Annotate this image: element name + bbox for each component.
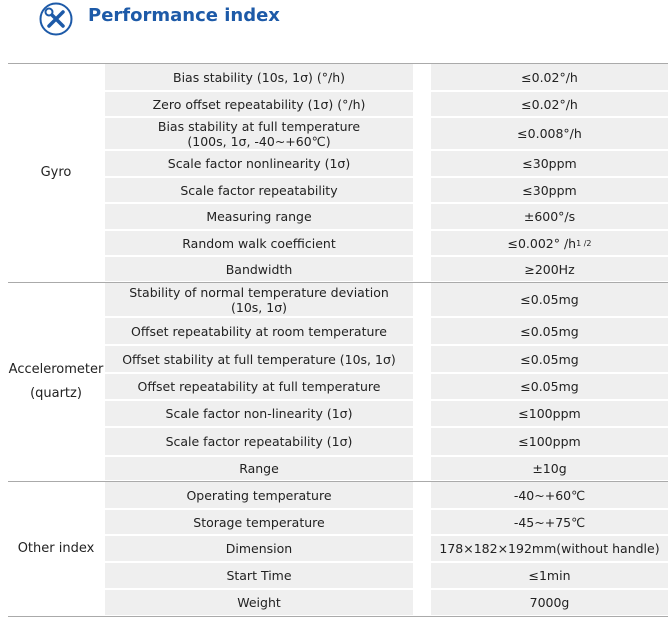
group-rule xyxy=(8,481,668,482)
parameter-cell: Scale factor nonlinearity (1σ) xyxy=(105,151,413,176)
top-rule xyxy=(8,63,668,64)
group-label: Accelerometer (quartz) xyxy=(8,361,104,401)
parameter-cell: Offset repeatability at room temperature xyxy=(105,318,413,344)
parameter-cell: Bias stability (10s, 1σ) (°/h) xyxy=(105,64,413,90)
value-cell: ≤0.008°/h xyxy=(431,118,668,149)
value-superscript: 1 /2 xyxy=(576,238,592,248)
parameter-cell: Dimension xyxy=(105,536,413,561)
value-text: -45~+75℃ xyxy=(513,514,586,530)
value-text: ≤100ppm xyxy=(518,434,581,449)
group-rule xyxy=(8,282,668,283)
value-cell: ≥200Hz xyxy=(431,257,668,281)
group-label: Other index xyxy=(17,540,95,556)
value-text: 178×182×192mm(without handle) xyxy=(439,541,660,556)
value-cell: 178×182×192mm(without handle) xyxy=(431,536,668,561)
value-cell: ≤100ppm xyxy=(431,401,668,426)
value-text: ≤30ppm xyxy=(522,182,577,198)
parameter-cell: Start Time xyxy=(105,563,413,588)
parameter-cell: Scale factor repeatability xyxy=(105,178,413,202)
value-cell: ≤0.05mg xyxy=(431,283,668,316)
parameter-cell: Zero offset repeatability (1σ) (°/h) xyxy=(105,92,413,116)
value-text: ≤0.05mg xyxy=(520,351,579,367)
title: Performance index xyxy=(88,5,280,26)
parameter-cell: Weight xyxy=(105,590,413,615)
parameter-cell: Offset stability at full temperature (10… xyxy=(105,346,413,372)
value-text: ≤0.002° /h xyxy=(507,235,577,251)
parameter-cell: Storage temperature xyxy=(105,510,413,534)
value-text: 7000g xyxy=(529,595,570,610)
value-text: ≤0.05mg xyxy=(520,323,579,339)
parameter-cell: Measuring range xyxy=(105,204,413,229)
value-cell: 7000g xyxy=(431,590,668,615)
value-cell: ≤30ppm xyxy=(431,178,668,202)
parameter-cell: Stability of normal temperature deviatio… xyxy=(105,283,413,316)
value-text: -40~+60℃ xyxy=(513,487,586,503)
parameter-cell: Bandwidth xyxy=(105,257,413,281)
parameter-cell: Scale factor repeatability (1σ) xyxy=(105,428,413,455)
group-rule xyxy=(8,616,668,617)
value-text: ≤0.05mg xyxy=(520,379,579,394)
parameter-cell: Scale factor non-linearity (1σ) xyxy=(105,401,413,426)
value-text: ≤0.02°/h xyxy=(521,96,578,112)
value-cell: ≤0.02°/h xyxy=(431,92,668,116)
value-text: ≤100ppm xyxy=(518,406,581,421)
value-cell: ±600°/s xyxy=(431,204,668,229)
parameter-cell: Random walk coefficient xyxy=(105,231,413,255)
parameter-cell: Operating temperature xyxy=(105,482,413,508)
parameter-cell: Offset repeatability at full temperature xyxy=(105,374,413,399)
parameter-cell: Range xyxy=(105,457,413,480)
value-cell: ±10g xyxy=(431,457,668,480)
value-cell: ≤0.002° /h 1 /2 xyxy=(431,231,668,255)
value-text: ≤1min xyxy=(528,568,571,583)
value-cell: ≤0.05mg xyxy=(431,318,668,344)
value-cell: ≤0.02°/h xyxy=(431,64,668,90)
value-cell: ≤0.05mg xyxy=(431,346,668,372)
value-text: ±10g xyxy=(532,461,567,476)
value-cell: ≤100ppm xyxy=(431,428,668,455)
parameter-cell: Bias stability at full temperature (100s… xyxy=(105,118,413,149)
value-cell: ≤1min xyxy=(431,563,668,588)
value-text: ≤30ppm xyxy=(522,156,577,171)
value-cell: ≤0.05mg xyxy=(431,374,668,399)
value-text: ±600°/s xyxy=(523,209,576,224)
group-label: Gyro xyxy=(40,164,72,180)
value-text: ≤0.02°/h xyxy=(521,69,578,85)
value-cell: -45~+75℃ xyxy=(431,510,668,534)
value-cell: -40~+60℃ xyxy=(431,482,668,508)
value-text: ≥200Hz xyxy=(524,261,575,277)
icon xyxy=(39,2,73,36)
value-cell: ≤30ppm xyxy=(431,151,668,176)
value-text: ≤0.008°/h xyxy=(517,126,582,141)
value-text: ≤0.05mg xyxy=(520,292,579,307)
